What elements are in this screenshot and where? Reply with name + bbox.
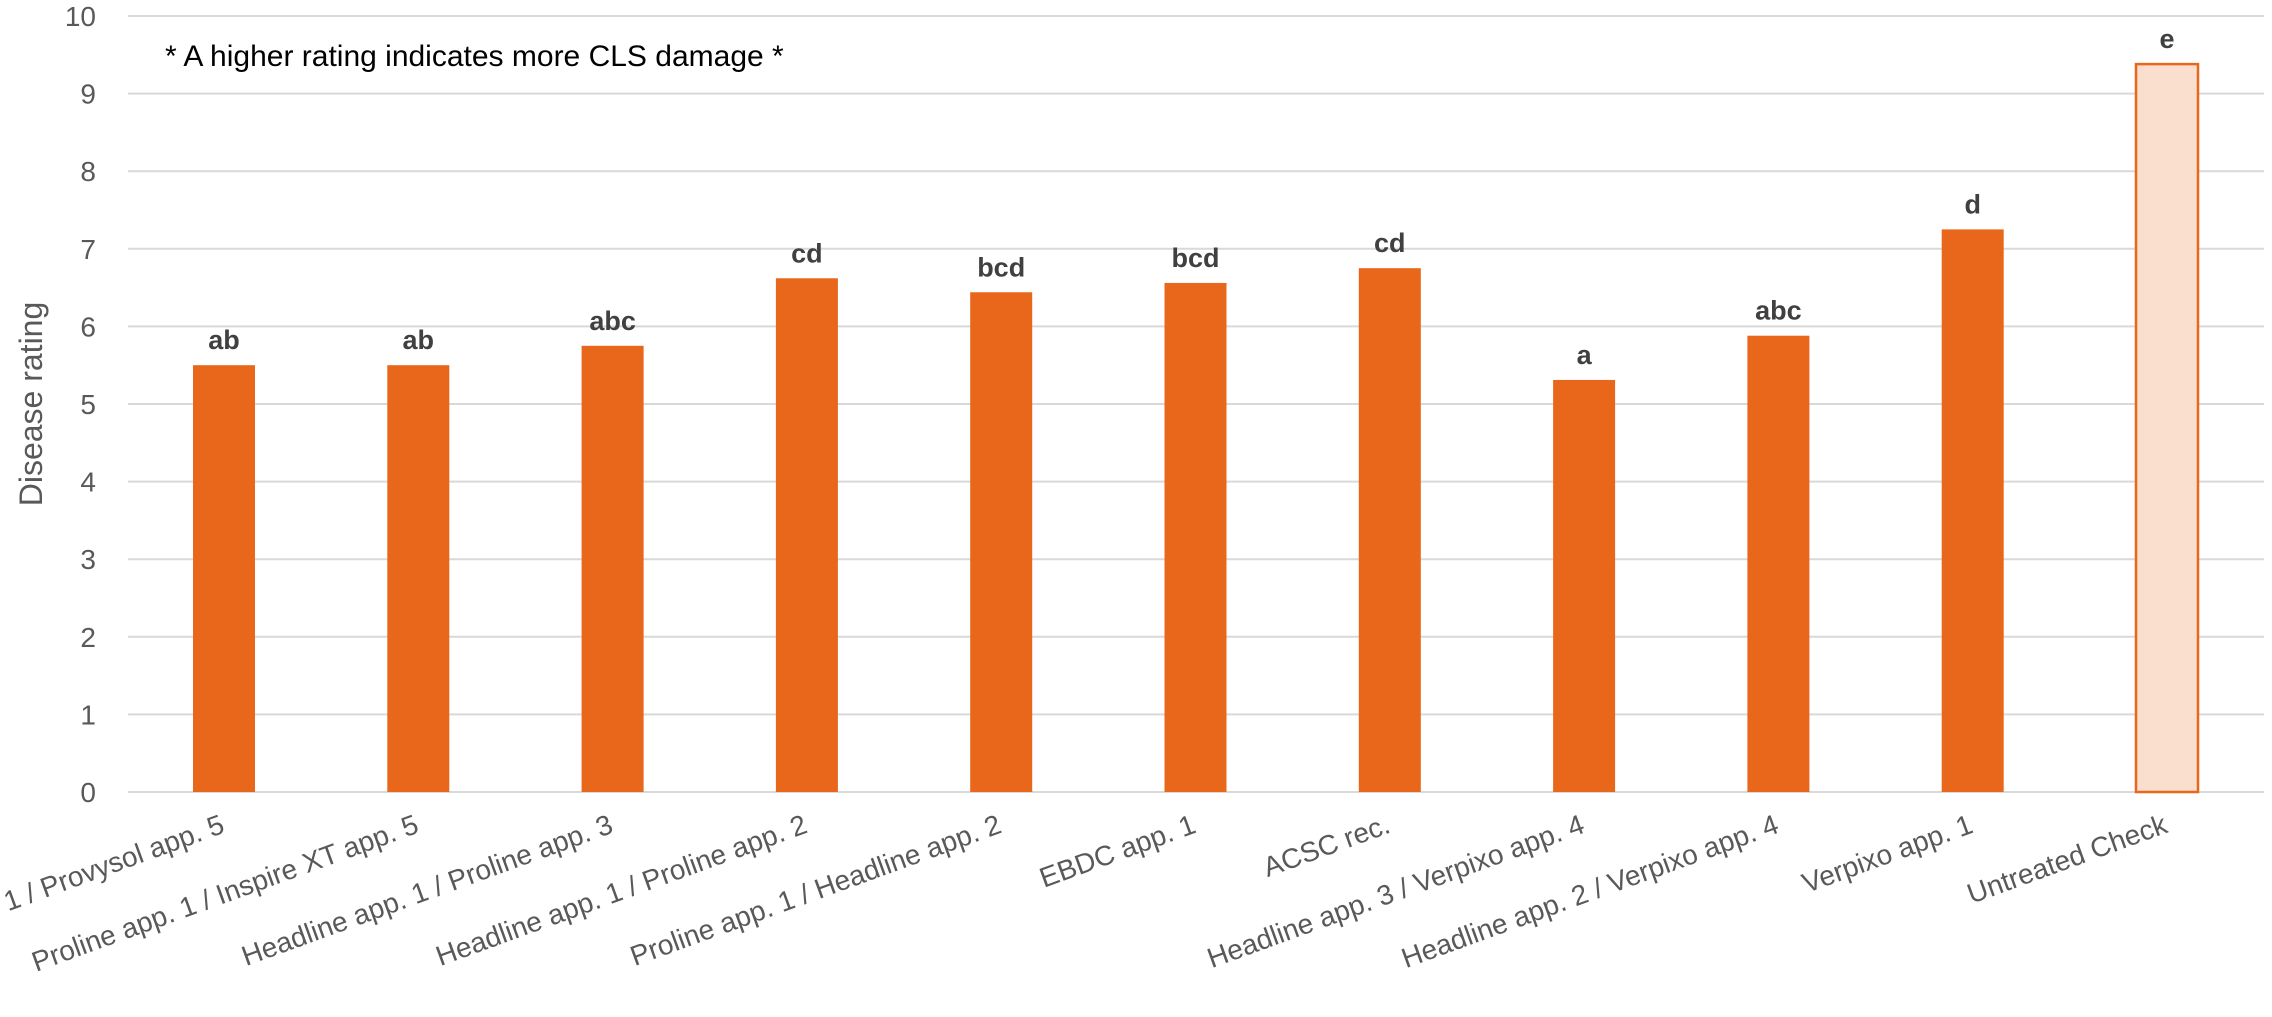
y-axis-title: Disease rating (13, 302, 49, 507)
data-label: abc (1755, 296, 1802, 326)
bar (775, 278, 838, 793)
y-tick-label: 6 (80, 311, 96, 342)
bar (1358, 268, 1421, 792)
x-category-label: EBDC app. 1 (1035, 809, 1199, 894)
x-category-label: Headline app. 1 / Proline app. 3 (237, 809, 616, 972)
x-category-label: Headline app. 2 / Verpixo app. 4 (1397, 809, 1782, 974)
data-label: a (1577, 340, 1593, 370)
x-category-label: Proline app. 1 / Headline app. 2 (626, 809, 1005, 972)
y-tick-label: 3 (80, 544, 96, 575)
y-tick-label: 4 (80, 467, 96, 498)
bar (581, 345, 644, 792)
y-tick-label: 9 (80, 79, 96, 110)
bar (1164, 282, 1227, 792)
bar (193, 365, 255, 792)
bar (1941, 229, 2004, 792)
bar (1553, 379, 1616, 792)
y-tick-label: 10 (65, 1, 96, 32)
data-label: cd (791, 238, 823, 268)
bar (2134, 62, 2200, 794)
data-label: bcd (1171, 243, 1219, 273)
bar (387, 365, 450, 792)
data-label: d (1964, 189, 1981, 219)
y-tick-label: 2 (80, 622, 96, 653)
data-labels: ab ab abc cd bcd bcd cd a abc d e (208, 24, 2174, 370)
data-label: abc (589, 306, 636, 336)
y-tick-label: 5 (80, 389, 96, 420)
y-axis-ticks: 0 1 2 3 4 5 6 7 8 9 10 (65, 1, 96, 808)
data-label: ab (403, 325, 435, 355)
bar (1747, 335, 1810, 792)
data-label: cd (1374, 228, 1406, 258)
x-category-label: Untreated Check (1963, 808, 2172, 909)
y-tick-label: 1 (80, 699, 96, 730)
x-category-label: Headline app. 1 / Proline app. 2 (432, 809, 811, 972)
bar (970, 292, 1033, 792)
data-label: ab (208, 325, 240, 355)
y-tick-label: 8 (80, 156, 96, 187)
x-category-label: ACSC rec. (1259, 809, 1394, 883)
data-label: e (2159, 24, 2174, 54)
data-label: bcd (977, 252, 1025, 282)
y-tick-label: 7 (80, 234, 96, 265)
x-category-label: Headline app. 3 / Verpixo app. 4 (1203, 809, 1588, 974)
chart-annotation: * A higher rating indicates more CLS dam… (165, 40, 784, 73)
bars (193, 62, 2200, 794)
y-tick-label: 0 (80, 777, 96, 808)
x-category-label: Verpixo app. 1 (1798, 809, 1977, 899)
